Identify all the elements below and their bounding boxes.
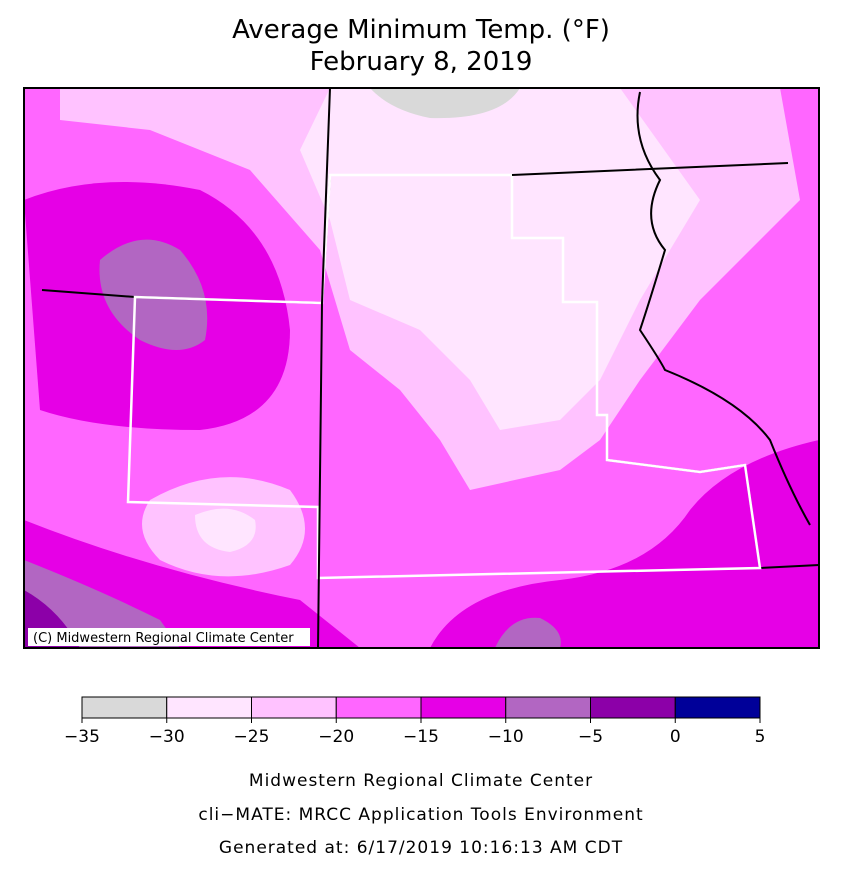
map: (C) Midwestern Regional Climate Center xyxy=(24,88,819,648)
legend-tick-label: 5 xyxy=(755,727,766,747)
title-line: February 8, 2019 xyxy=(310,47,533,77)
footer-line: Midwestern Regional Climate Center xyxy=(249,771,593,791)
legend-swatch xyxy=(590,696,676,719)
legend-swatch xyxy=(505,696,591,719)
contour xyxy=(495,617,561,648)
legend-swatch xyxy=(420,696,507,719)
contour xyxy=(300,88,700,430)
copyright: (C) Midwestern Regional Climate Center xyxy=(33,631,294,646)
footer-line: Generated at: 6/17/2019 10:16:13 AM CDT xyxy=(219,838,623,858)
contour xyxy=(430,440,819,648)
legend-tick-label: −10 xyxy=(488,727,524,747)
contour xyxy=(195,508,256,552)
legend: −35 −30 −25 −20 −15 −10 −5 0 5 xyxy=(64,696,766,747)
contour xyxy=(99,239,208,350)
map-frame xyxy=(23,87,820,649)
legend-swatch xyxy=(81,696,168,719)
title-line: Average Minimum Temp. (°F) xyxy=(232,15,610,45)
legend-swatch xyxy=(166,696,252,719)
legend-tick-label: 0 xyxy=(670,727,681,747)
legend-swatch xyxy=(251,696,337,719)
legend-tick-label: −35 xyxy=(64,727,100,747)
legend-tick-label: −30 xyxy=(149,727,185,747)
copyright-box xyxy=(28,628,310,646)
legend-swatch xyxy=(335,696,422,719)
legend-swatch xyxy=(674,696,761,719)
legend-tick-label: −25 xyxy=(234,727,270,747)
border xyxy=(317,88,811,648)
legend-tick-label: −5 xyxy=(578,727,603,747)
legend-tick-label: −15 xyxy=(403,727,439,747)
legend-tick-label: −20 xyxy=(318,727,354,747)
contour xyxy=(370,88,520,119)
footer-line: cli−MATE: MRCC Application Tools Environ… xyxy=(198,805,643,825)
